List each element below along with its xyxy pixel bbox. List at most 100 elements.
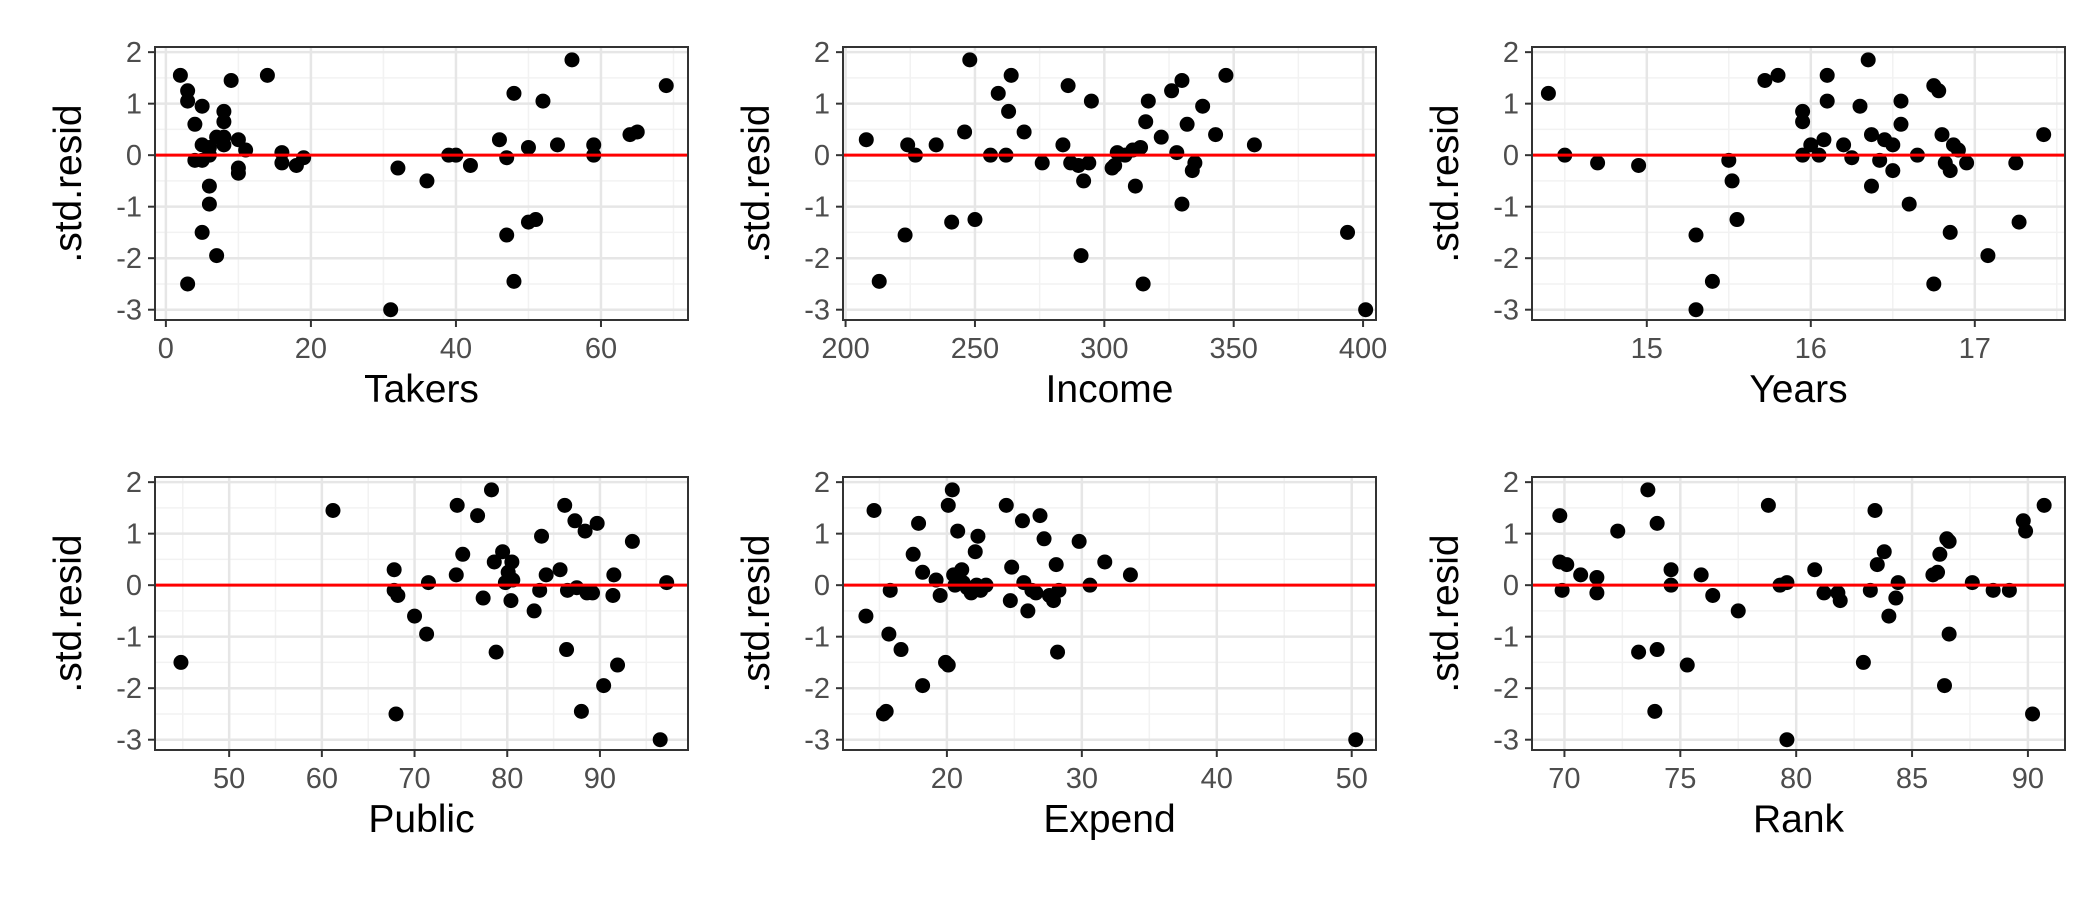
y-tick-label: -1	[1493, 192, 1519, 224]
x-tick-label: 90	[2012, 763, 2044, 795]
data-point	[419, 173, 435, 189]
data-point	[1218, 67, 1234, 83]
data-point	[1926, 276, 1942, 292]
data-point	[2036, 127, 2052, 143]
data-point	[390, 160, 406, 176]
panel-border	[154, 46, 689, 321]
data-point	[475, 590, 491, 606]
data-point	[1980, 248, 1996, 264]
y-tick-label: 1	[814, 89, 830, 121]
data-point	[172, 67, 188, 83]
data-point	[1631, 157, 1647, 173]
data-point	[230, 165, 246, 181]
data-point	[659, 575, 675, 591]
data-point	[557, 497, 573, 513]
data-point	[1832, 593, 1848, 609]
data-point	[589, 515, 605, 531]
data-point	[1959, 155, 1975, 171]
data-point	[573, 703, 589, 719]
data-point	[1890, 575, 1906, 591]
data-point	[954, 562, 970, 578]
data-point	[1050, 644, 1066, 660]
data-point	[967, 544, 983, 560]
data-point	[1164, 83, 1180, 99]
data-point	[858, 132, 874, 148]
data-point	[534, 528, 550, 544]
data-point	[506, 273, 522, 289]
y-tick-label: 1	[126, 519, 142, 551]
x-tick-label: 70	[398, 763, 430, 795]
y-axis-title: .std.resid	[47, 104, 90, 262]
y-tick-label: 0	[1503, 570, 1519, 602]
data-point	[624, 533, 640, 549]
data-point	[528, 212, 544, 228]
data-point	[486, 554, 502, 570]
y-tick-label: -1	[1493, 622, 1519, 654]
data-point	[1060, 78, 1076, 94]
data-point	[1348, 732, 1364, 748]
x-tick-label: 30	[1066, 763, 1098, 795]
data-point	[940, 657, 956, 673]
data-point	[990, 85, 1006, 101]
data-point	[658, 78, 674, 94]
data-point	[180, 276, 196, 292]
panel-public: 50 60 70 80 90 -3 -2 -1 0 1 2 Public .std.resid	[47, 467, 689, 841]
panel-border	[842, 46, 1377, 321]
data-point	[2025, 706, 2041, 722]
data-point	[900, 137, 916, 153]
y-tick-label: 2	[126, 467, 142, 499]
data-point	[448, 567, 464, 583]
y-tick-label: 0	[814, 140, 830, 172]
y-tick-label: 1	[814, 519, 830, 551]
x-axis-title: Expend	[1043, 798, 1175, 841]
x-tick-label: 200	[821, 333, 869, 365]
x-tick-label: 70	[1548, 763, 1580, 795]
x-axis-title: Rank	[1753, 798, 1845, 841]
data-point	[1358, 302, 1374, 318]
y-tick-label: 2	[1503, 37, 1519, 69]
data-point	[1552, 508, 1568, 524]
x-tick-label: 20	[931, 763, 963, 795]
data-point	[209, 248, 225, 264]
y-tick-label: -2	[116, 243, 142, 275]
data-point	[388, 706, 404, 722]
data-point	[1589, 569, 1605, 585]
x-tick-label: 50	[213, 763, 245, 795]
y-axis-title: .std.resid	[735, 104, 778, 262]
y-tick-label: 0	[814, 570, 830, 602]
x-tick-label: 40	[1201, 763, 1233, 795]
data-point	[1941, 626, 1957, 642]
y-tick-label: -3	[116, 295, 142, 327]
data-point	[1028, 585, 1044, 601]
y-axis-title: .std.resid	[1424, 104, 1467, 262]
data-point	[488, 644, 504, 660]
data-point	[1073, 248, 1089, 264]
data-point	[1964, 575, 1980, 591]
data-point	[216, 137, 232, 153]
data-point	[1540, 85, 1556, 101]
y-tick-label: -2	[804, 243, 830, 275]
x-tick-label: 60	[306, 763, 338, 795]
data-point	[1663, 562, 1679, 578]
data-point	[928, 137, 944, 153]
y-tick-label: -2	[1493, 673, 1519, 705]
data-point	[506, 85, 522, 101]
data-point	[970, 528, 986, 544]
data-point	[878, 703, 894, 719]
data-point	[605, 587, 621, 603]
data-point	[504, 554, 520, 570]
data-point	[1816, 132, 1832, 148]
y-tick-label: 1	[1503, 519, 1519, 551]
panel-takers: 0 20 40 60 -3 -2 -1 0 1 2 Takers .std.resid	[47, 37, 689, 411]
data-point	[1688, 227, 1704, 243]
x-tick-label: 40	[440, 333, 472, 365]
x-tick-label: 80	[491, 763, 523, 795]
x-axis-title: Years	[1749, 368, 1847, 411]
panel-years: 15 16 17 -3 -2 -1 0 1 2 Years .std.resid	[1424, 37, 2066, 411]
data-point	[1081, 155, 1097, 171]
data-point	[1819, 67, 1835, 83]
data-point	[499, 150, 515, 166]
data-point	[223, 72, 239, 88]
data-point	[1014, 513, 1030, 529]
